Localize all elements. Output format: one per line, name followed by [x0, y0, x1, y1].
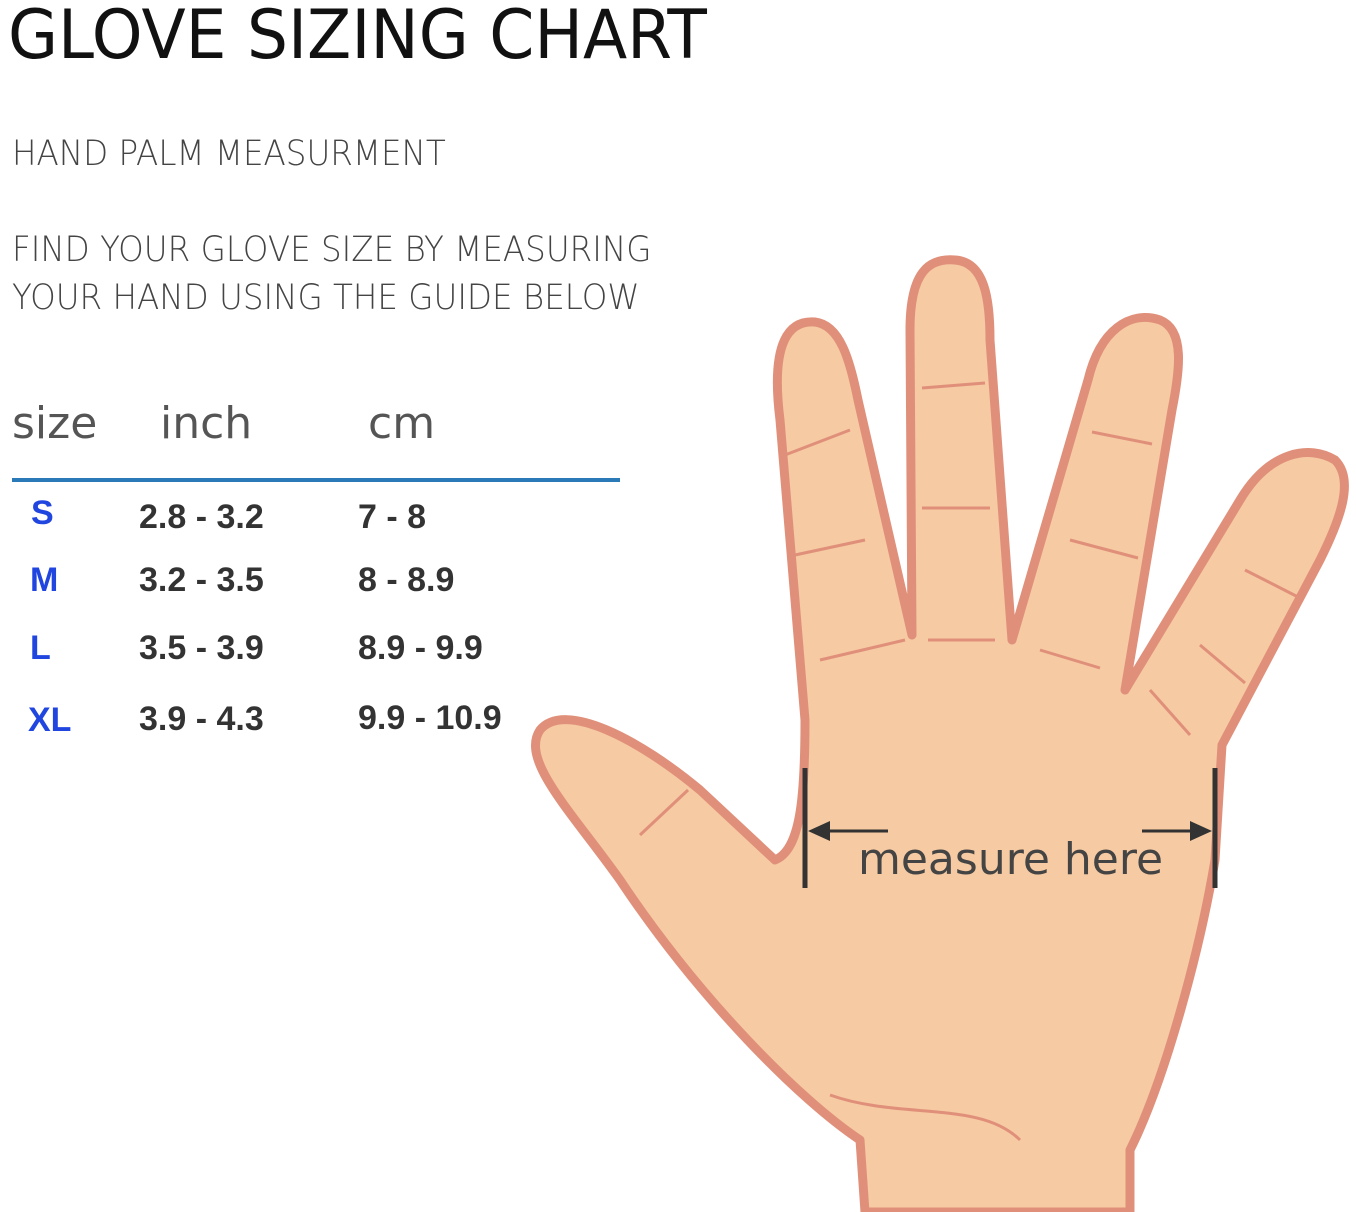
cm-cell: 9.9 - 10.9	[358, 699, 502, 737]
inch-cell: 3.9 - 4.3	[139, 700, 264, 738]
instruction-line-1: FIND YOUR GLOVE SIZE BY MEASURING	[12, 230, 652, 270]
cm-cell: 7 - 8	[358, 498, 427, 536]
header-inch: inch	[160, 398, 253, 449]
inch-cell: 2.8 - 3.2	[139, 498, 264, 536]
size-cell: S	[31, 494, 54, 532]
inch-cell: 3.5 - 3.9	[139, 629, 264, 667]
header-size: size	[12, 398, 98, 449]
page-title: GLOVE SIZING CHART	[8, 0, 707, 75]
cm-cell: 8 - 8.9	[358, 561, 455, 599]
cm-cell: 8.9 - 9.9	[358, 629, 483, 667]
instruction-line-2: YOUR HAND USING THE GUIDE BELOW	[12, 278, 640, 318]
measure-here-label: measure here	[858, 834, 1164, 885]
measure-arrows	[802, 768, 1218, 888]
size-cell: XL	[28, 701, 72, 739]
header-divider	[12, 478, 620, 482]
header-cm: cm	[368, 398, 436, 449]
subtitle: HAND PALM MEASURMENT	[12, 134, 446, 174]
size-cell: M	[30, 561, 59, 599]
hand-outline	[531, 255, 1349, 1212]
size-cell: L	[30, 629, 51, 667]
inch-cell: 3.2 - 3.5	[139, 561, 264, 599]
crease-lines	[638, 381, 1301, 1142]
